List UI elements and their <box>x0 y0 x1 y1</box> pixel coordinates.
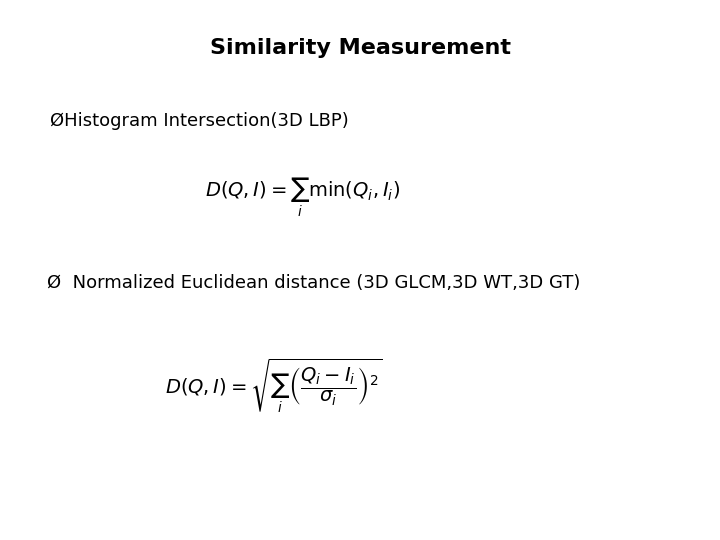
Text: ØHistogram Intersection(3D LBP): ØHistogram Intersection(3D LBP) <box>50 112 349 131</box>
Text: Similarity Measurement: Similarity Measurement <box>210 38 510 58</box>
Text: Ø  Normalized Euclidean distance (3D GLCM,3D WT,3D GT): Ø Normalized Euclidean distance (3D GLCM… <box>47 274 580 293</box>
Text: $D(Q,I)=\sqrt{\sum_{i}\left(\dfrac{Q_{i}-I_{i}}{\sigma_{i}}\right)^{2}}$: $D(Q,I)=\sqrt{\sum_{i}\left(\dfrac{Q_{i}… <box>165 357 382 415</box>
Text: $D(Q,I)=\sum_{i}\mathrm{min}(Q_{i},I_{i})$: $D(Q,I)=\sum_{i}\mathrm{min}(Q_{i},I_{i}… <box>204 176 400 219</box>
